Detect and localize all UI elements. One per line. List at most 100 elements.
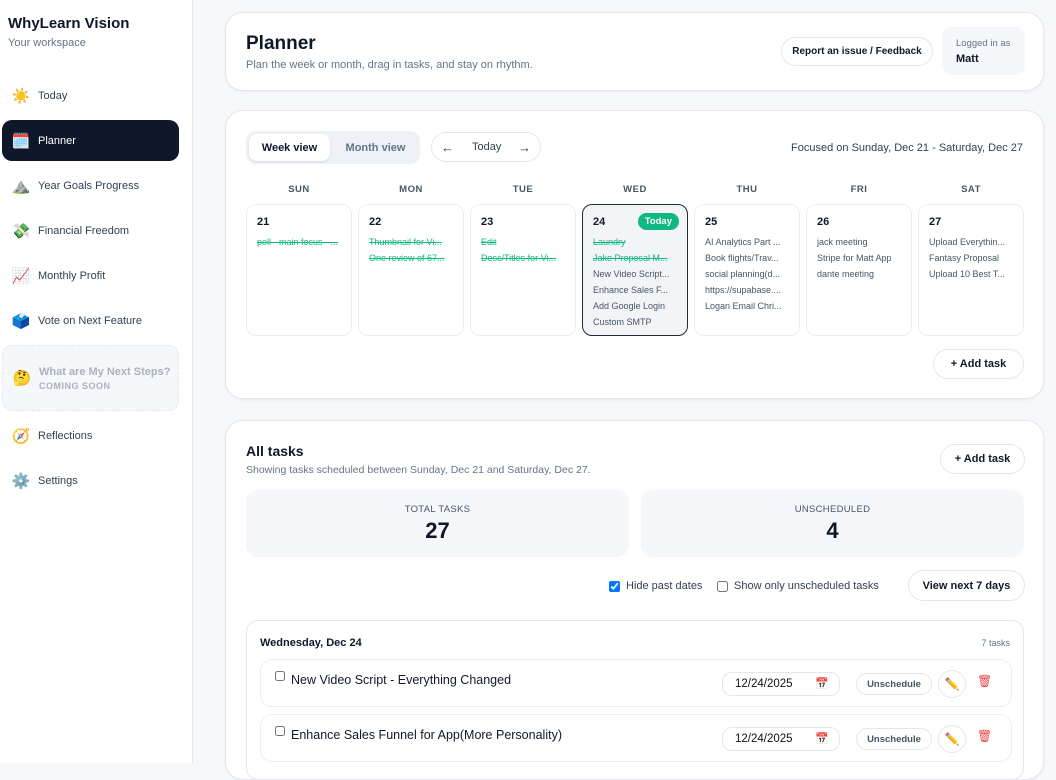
day-task[interactable]: Enhance Sales F... [593, 285, 669, 295]
calendar-icon: 📅 [815, 678, 829, 690]
day-task[interactable]: Edit [481, 237, 497, 247]
view-next-7-days-button[interactable]: View next 7 days [908, 570, 1025, 601]
label: Monthly Profit [38, 269, 106, 282]
sidebar-item-settings[interactable]: ⚙️ Settings [2, 460, 179, 501]
day-cell[interactable]: 27 Upload Everythin... Fantasy Proposal Upl… [918, 204, 1024, 336]
sidebar-item-reflections[interactable]: 🧭 Reflections [2, 415, 179, 456]
sidebar-item-financial-freedom[interactable]: 💸 Financial Freedom [2, 210, 179, 251]
day-task[interactable]: jack meeting [817, 237, 868, 247]
day-task[interactable]: Jake Proposal M... [593, 253, 668, 263]
sidebar-item-label: Year Goals Progress [38, 180, 139, 192]
trash-icon[interactable]: 🗑 [977, 674, 993, 688]
day-task[interactable]: Book flights/Trav... [705, 253, 779, 263]
week-view-tab[interactable]: Week view [249, 134, 330, 161]
day-task[interactable]: Desc/Titles for Vi... [481, 253, 557, 263]
sidebar-icon: ⛰️ [11, 177, 31, 195]
day-cell[interactable]: 23 Edit Desc/Titles for Vi... [470, 204, 576, 336]
focus-range: Focused on Sunday, Dec 21 - Saturday, De… [791, 142, 1023, 154]
day-header: TUE [512, 184, 534, 195]
total-tasks-value: 27 [425, 518, 450, 543]
unscheduled-stat: UNSCHEDULED 4 [641, 490, 1024, 557]
pencil-icon[interactable]: ✏️ [938, 725, 966, 753]
page-title: Planner [246, 33, 316, 54]
day-task[interactable]: One review of 67... [369, 253, 445, 263]
sidebar-icon: 💸 [11, 222, 31, 240]
add-task-button[interactable]: + Add task [933, 349, 1024, 379]
task-date-input[interactable]: 12/24/2025 📅 [722, 672, 840, 696]
day-task[interactable]: Upload Everythin... [929, 237, 1006, 247]
sidebar-item-vote-on-next-feature[interactable]: 🗳️ Vote on Next Feature [2, 300, 179, 341]
day-task[interactable]: https://supabase.... [705, 285, 782, 295]
day-cell[interactable]: 25 AI Analytics Part ... Book flights/Trav… [694, 204, 800, 336]
day-number: 23 [481, 216, 494, 228]
task-title: New Video Script - Everything Changed [291, 673, 512, 687]
month-view-tab[interactable]: Month view [345, 141, 406, 154]
unschedule-button[interactable]: Unschedule [856, 673, 932, 695]
total-tasks-stat: TOTAL TASKS 27 [246, 490, 629, 557]
sidebar-icon: 🤔 [12, 370, 32, 387]
day-cell[interactable]: 22 Thumbnail for Vi... One review of 67... [358, 204, 464, 336]
task-date-input[interactable]: 12/24/2025 📅 [722, 727, 840, 751]
day-header: WED [623, 184, 647, 195]
sidebar-item-label: Vote on Next Feature [38, 315, 142, 327]
unschedule-button[interactable]: Unschedule [856, 728, 932, 750]
day-header: MON [399, 184, 423, 195]
sidebar-item-today[interactable]: ☀️ Today [2, 75, 179, 116]
day-task[interactable]: social planning(d... [705, 269, 781, 279]
next-week-button[interactable]: → [518, 140, 531, 155]
day-task[interactable]: AI Analytics Part ... [705, 237, 781, 247]
sidebar-item-label: What are My Next Steps? COMING SOON [39, 366, 170, 391]
day-number: 27 [929, 216, 942, 228]
date-value: 12/24/2025 [735, 678, 793, 690]
day-task[interactable]: Logan Email Chri... [705, 301, 782, 311]
day-task[interactable]: Add Google Login [593, 301, 666, 311]
add-task-button-2[interactable]: + Add task [940, 444, 1025, 474]
prev-week-button[interactable]: ← [441, 140, 454, 155]
sidebar-item-monthly-profit[interactable]: 📈 Monthly Profit [2, 255, 179, 296]
sidebar-item-label: Settings [38, 475, 78, 487]
report-issue-button[interactable]: Report an issue / Feedback [781, 37, 933, 66]
sidebar-icon: 📈 [11, 267, 31, 285]
day-task[interactable]: Thumbnail for Vi... [369, 237, 442, 247]
hide-past-checkbox[interactable]: Hide past dates [609, 580, 702, 592]
label: Vote on Next Feature [38, 314, 142, 327]
pencil-icon[interactable]: ✏️ [938, 670, 966, 698]
day-task[interactable]: poll - main focus - ... [257, 237, 339, 247]
only-unscheduled-checkbox[interactable]: Show only unscheduled tasks [717, 580, 879, 592]
day-header: SUN [288, 184, 310, 195]
sidebar-item-year-goals-progress[interactable]: ⛰️ Year Goals Progress [2, 165, 179, 206]
task-complete-checkbox[interactable] [275, 726, 285, 736]
sidebar-item-planner[interactable]: 🗓️ Planner [2, 120, 179, 161]
day-cell[interactable]: 26 jack meeting Stripe for Matt App dante m… [806, 204, 912, 336]
trash-icon[interactable]: 🗑 [977, 729, 993, 743]
day-task[interactable]: dante meeting [817, 269, 875, 279]
sidebar: WhyLearn Vision Your workspace ☀️ Today 🗓️… [0, 0, 193, 763]
day-task[interactable]: New Video Script... [593, 269, 670, 279]
day-cell[interactable]: 24 Today Laundry Jake Proposal M... New Vide… [582, 204, 688, 336]
day-task[interactable]: Fantasy Proposal [929, 253, 1000, 263]
task-complete-checkbox[interactable] [275, 671, 285, 681]
header-card: Planner Plan the week or month, drag in … [225, 12, 1044, 91]
all-tasks-card: All tasks Showing tasks scheduled betwee… [225, 420, 1044, 780]
all-tasks-title: All tasks [246, 443, 304, 459]
day-task[interactable]: Laundry [593, 237, 626, 247]
day-task[interactable]: Custom SMTP [593, 317, 652, 327]
view-toggle: Week view Month view [246, 131, 420, 164]
sidebar-item-label: Today [38, 90, 67, 102]
today-badge: Today [637, 213, 679, 230]
only-unscheduled-label: Show only unscheduled tasks [734, 580, 879, 592]
today-button[interactable]: Today [472, 141, 502, 153]
task-row: New Video Script - Everything Changed 12… [260, 659, 1012, 707]
day-number: 24 [593, 216, 606, 228]
sidebar-item-label: Monthly Profit [38, 270, 105, 282]
label: Reflections [38, 429, 93, 442]
label: Planner [38, 134, 76, 147]
sidebar-item-what-are-my-next-steps: 🤔 What are My Next Steps? COMING SOON [2, 345, 179, 411]
day-task[interactable]: Upload 10 Best T... [929, 269, 1005, 279]
brand-name: WhyLearn Vision [8, 15, 130, 32]
day-header: FRI [850, 184, 868, 195]
sidebar-icon: 🗓️ [11, 132, 31, 150]
sidebar-item-label: Reflections [38, 430, 92, 442]
day-task[interactable]: Stripe for Matt App [817, 253, 892, 263]
day-cell[interactable]: 21 poll - main focus - ... [246, 204, 352, 336]
